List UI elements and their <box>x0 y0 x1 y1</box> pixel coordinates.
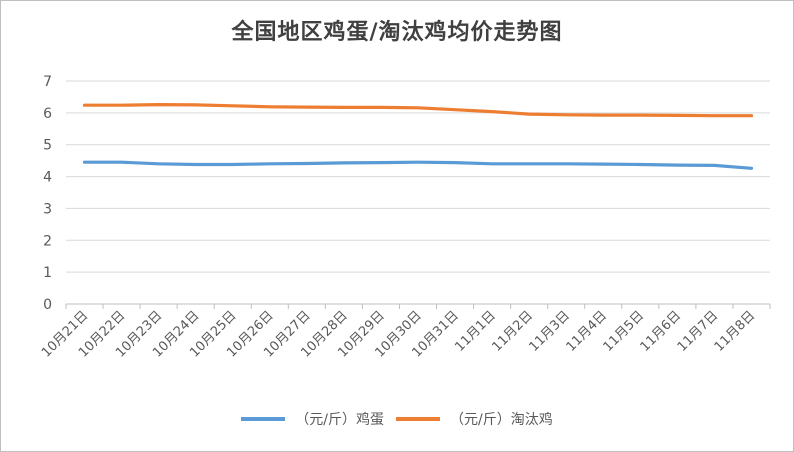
series-lines <box>82 102 754 170</box>
x-axis: 10月21日10月22日10月23日10月24日10月25日10月26日10月2… <box>39 304 771 361</box>
legend-label-eggs: （元/斤）鸡蛋 <box>295 412 384 428</box>
legend-item-spent-hens: （元/斤）淘汰鸡 <box>396 409 553 429</box>
legend-item-eggs: （元/斤）鸡蛋 <box>241 409 384 429</box>
y-tick-label: 7 <box>43 74 52 90</box>
chart-title: 全国地区鸡蛋/淘汰鸡均价走势图 <box>231 20 563 45</box>
y-tick-label: 5 <box>43 138 52 154</box>
legend-swatch-eggs <box>241 417 286 421</box>
y-tick-label: 2 <box>43 233 52 249</box>
y-tick-label: 1 <box>43 265 52 281</box>
y-tick-label: 0 <box>43 297 52 313</box>
legend: （元/斤）鸡蛋 （元/斤）淘汰鸡 <box>0 409 794 429</box>
y-tick-label: 3 <box>43 201 52 217</box>
legend-swatch-spent-hens <box>396 417 440 421</box>
y-tick-label: 6 <box>43 106 52 122</box>
grid-lines <box>66 80 770 305</box>
series-line-0 <box>82 160 754 170</box>
y-tick-label: 4 <box>43 170 52 186</box>
y-axis: 0 1 2 3 4 5 6 7 <box>43 74 52 313</box>
series-line-1 <box>82 102 754 118</box>
x-tick-label: 11月8日 <box>712 308 759 355</box>
legend-label-spent-hens: （元/斤）淘汰鸡 <box>450 412 553 428</box>
